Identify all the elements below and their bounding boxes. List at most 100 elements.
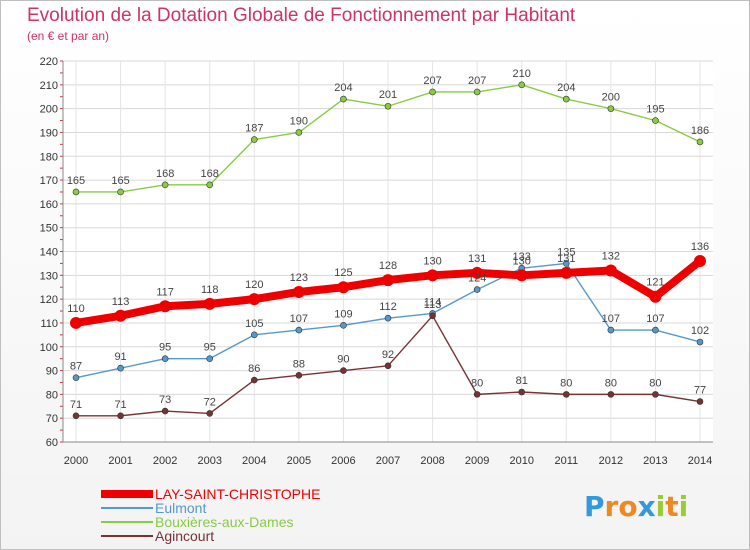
data-label-eulmont: 105 xyxy=(245,318,263,330)
axis-layer: 60 70 80 90 100 110 120 130 140 150 160 170 180 190 20… xyxy=(40,56,713,467)
data-point-lay-saint-christophe xyxy=(471,266,484,279)
x-tick-label: 2007 xyxy=(376,455,400,467)
data-point-eulmont xyxy=(696,338,704,346)
data-point-eulmont xyxy=(652,326,659,334)
proxiti-logo: Proxiti xyxy=(584,490,688,523)
data-label-bouxieres-aux-dames: 207 xyxy=(423,75,441,87)
data-label-bouxieres-aux-dames: 204 xyxy=(334,82,352,94)
data-point-eulmont xyxy=(473,286,481,293)
data-label-lay-saint-christophe: 117 xyxy=(156,286,174,298)
legend-label-agincourt: Agincourt xyxy=(155,528,214,544)
data-label-lay-saint-christophe: 136 xyxy=(691,241,709,253)
data-label-agincourt: 77 xyxy=(694,385,706,397)
data-point-lay-saint-christophe xyxy=(382,274,394,287)
data-label-bouxieres-aux-dames: 201 xyxy=(379,89,397,101)
data-point-agincourt xyxy=(473,391,481,398)
logo-letter: t xyxy=(665,490,679,523)
chart-title: Evolution de la Dotation Globale de Fonc… xyxy=(27,5,576,26)
data-label-agincourt: 90 xyxy=(337,354,349,366)
data-label-eulmont: 107 xyxy=(290,313,308,325)
data-point-lay-saint-christophe xyxy=(694,255,706,268)
x-tick-label: 2003 xyxy=(197,455,221,467)
logo-letter: i xyxy=(678,490,689,523)
legend-label-bouxieres-aux-dames: Bouxières-aux-Dames xyxy=(155,514,294,530)
legend-label-lay-saint-christophe: LAY-SAINT-CHRISTOPHE xyxy=(155,486,320,502)
data-point-lay-saint-christophe xyxy=(70,316,82,329)
data-label-bouxieres-aux-dames: 187 xyxy=(245,123,263,135)
y-tick-label: 220 xyxy=(40,56,58,68)
chart-subtitle: (en € et par an) xyxy=(27,29,110,43)
y-tick-label: 140 xyxy=(40,247,58,259)
data-point-bouxieres-aux-dames xyxy=(518,81,526,89)
x-tick-label: 2000 xyxy=(64,455,88,467)
data-label-lay-saint-christophe: 132 xyxy=(602,251,620,263)
data-point-eulmont xyxy=(607,326,615,334)
data-label-bouxieres-aux-dames: 204 xyxy=(557,82,575,94)
data-point-eulmont xyxy=(161,355,169,362)
logo-letter: o xyxy=(618,490,638,523)
y-tick-label: 180 xyxy=(40,151,58,163)
y-tick-label: 100 xyxy=(40,342,58,354)
data-point-bouxieres-aux-dames xyxy=(562,95,570,103)
x-tick-label: 2013 xyxy=(643,455,667,467)
data-point-lay-saint-christophe xyxy=(604,264,617,277)
y-tick-label: 170 xyxy=(40,175,58,187)
legend-label-eulmont: Eulmont xyxy=(155,500,206,516)
data-point-bouxieres-aux-dames xyxy=(206,181,214,189)
data-label-agincourt: 86 xyxy=(248,363,260,375)
data-label-bouxieres-aux-dames: 165 xyxy=(67,175,85,187)
data-label-lay-saint-christophe: 123 xyxy=(290,272,308,284)
x-tick-label: 2009 xyxy=(465,455,489,467)
y-tick-label: 210 xyxy=(40,80,58,92)
y-tick-label: 150 xyxy=(40,223,58,235)
data-label-agincourt: 80 xyxy=(560,377,572,389)
grid-layer xyxy=(63,60,713,443)
data-point-agincourt xyxy=(429,312,436,320)
legend: LAY-SAINT-CHRISTOPHEEulmontBouxières-aux… xyxy=(101,486,320,544)
data-point-eulmont xyxy=(295,326,303,334)
data-label-agincourt: 71 xyxy=(70,399,82,411)
data-point-lay-saint-christophe xyxy=(248,293,261,306)
data-label-lay-saint-christophe: 125 xyxy=(334,267,352,279)
data-label-bouxieres-aux-dames: 168 xyxy=(201,168,219,180)
data-label-lay-saint-christophe: 130 xyxy=(423,255,441,267)
data-point-lay-saint-christophe xyxy=(203,297,216,310)
data-label-eulmont: 112 xyxy=(379,301,397,313)
data-point-bouxieres-aux-dames xyxy=(607,105,615,112)
data-point-eulmont xyxy=(72,374,80,382)
data-label-eulmont: 91 xyxy=(114,351,126,363)
data-label-lay-saint-christophe: 131 xyxy=(468,253,486,265)
data-label-bouxieres-aux-dames: 195 xyxy=(646,104,664,116)
data-point-agincourt xyxy=(562,391,570,398)
data-label-eulmont: 95 xyxy=(159,342,171,354)
data-point-agincourt xyxy=(652,391,659,398)
data-label-agincourt: 80 xyxy=(605,377,617,389)
data-point-agincourt xyxy=(518,388,526,396)
data-label-bouxieres-aux-dames: 190 xyxy=(290,115,308,127)
data-point-agincourt xyxy=(206,410,214,417)
x-tick-label: 2010 xyxy=(509,455,533,467)
data-label-agincourt: 73 xyxy=(159,394,171,406)
x-tick-label: 2001 xyxy=(108,455,132,467)
data-label-bouxieres-aux-dames: 200 xyxy=(602,92,620,104)
y-tick-label: 200 xyxy=(40,104,58,116)
data-label-lay-saint-christophe: 121 xyxy=(646,277,664,289)
data-label-eulmont: 102 xyxy=(691,325,709,337)
data-point-lay-saint-christophe xyxy=(515,269,528,282)
data-label-lay-saint-christophe: 113 xyxy=(112,296,130,308)
data-point-bouxieres-aux-dames xyxy=(652,117,659,124)
data-label-agincourt: 81 xyxy=(516,375,528,387)
data-label-agincourt: 71 xyxy=(114,399,126,411)
logo-letter: i xyxy=(655,490,666,523)
data-label-eulmont: 124 xyxy=(468,273,486,285)
x-tick-label: 2006 xyxy=(331,455,355,467)
data-label-eulmont: 107 xyxy=(646,313,664,325)
data-point-bouxieres-aux-dames xyxy=(250,136,258,143)
data-point-lay-saint-christophe xyxy=(337,281,350,294)
data-label-agincourt: 92 xyxy=(382,349,394,361)
data-label-lay-saint-christophe: 110 xyxy=(67,303,85,315)
data-point-eulmont xyxy=(562,260,570,267)
data-point-bouxieres-aux-dames xyxy=(384,102,392,110)
